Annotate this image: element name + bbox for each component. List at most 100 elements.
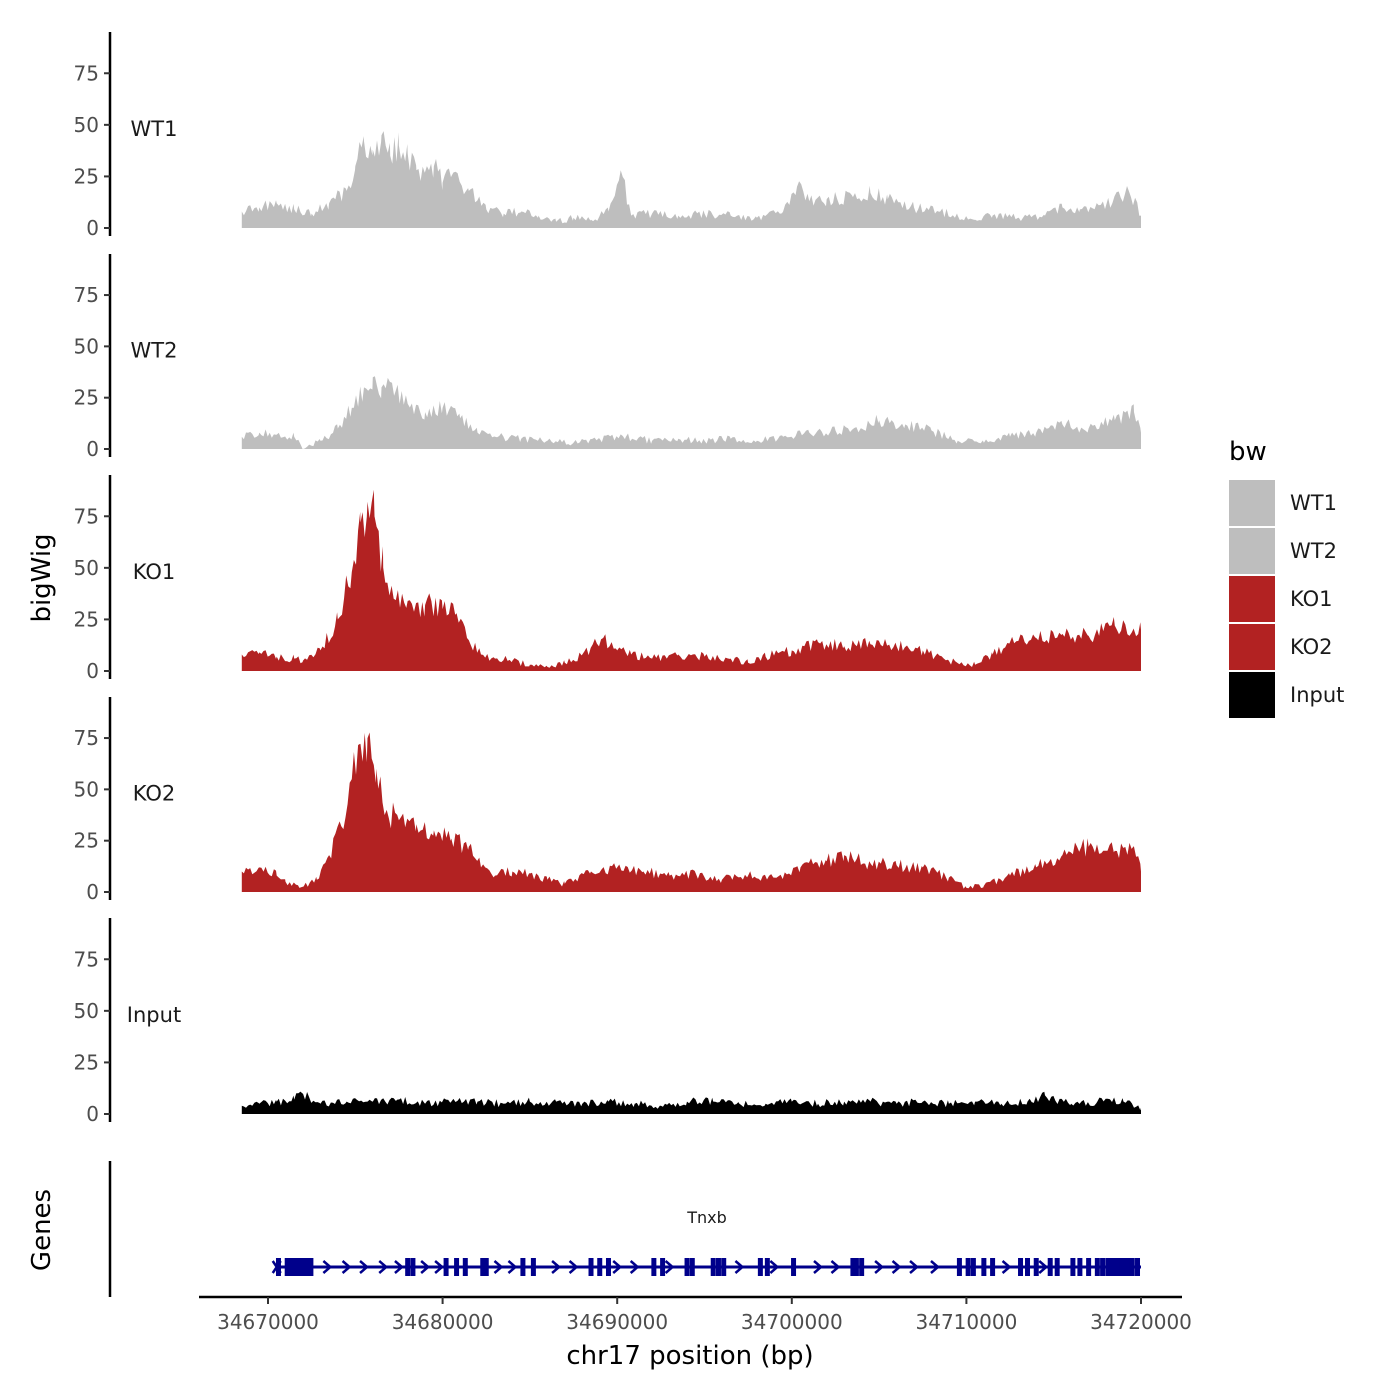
exon (1112, 1258, 1118, 1276)
exon (405, 1258, 411, 1276)
exon (1047, 1258, 1053, 1276)
exon (990, 1258, 996, 1276)
exon (605, 1258, 611, 1276)
exon (588, 1258, 594, 1276)
legend-label-input: Input (1290, 683, 1344, 707)
track-ko2: 0 25 50 75 KO2 (74, 697, 1142, 904)
exon (721, 1258, 727, 1276)
exon (1135, 1258, 1141, 1276)
strand-arrow (769, 1260, 780, 1274)
strand-arrow (322, 1260, 333, 1274)
track-wt2: 0 25 50 75 WT2 (74, 254, 1142, 461)
strand-arrow (1038, 1260, 1049, 1274)
y-tick-label: 0 (86, 437, 99, 461)
y-tick-label: 25 (74, 829, 99, 853)
exon (684, 1258, 690, 1276)
exon (859, 1258, 865, 1276)
x-tick-label: 34690000 (566, 1310, 668, 1334)
track-label: Input (127, 1003, 181, 1027)
strand-arrow (629, 1260, 640, 1274)
exon (462, 1258, 468, 1276)
y-tick-label: 0 (86, 216, 99, 240)
track-input: 0 25 50 75 Input (74, 918, 1142, 1126)
exon (443, 1258, 449, 1276)
legend-label-wt1: WT1 (1290, 491, 1337, 515)
exon (1025, 1258, 1031, 1276)
y-tick-label: 50 (74, 999, 99, 1023)
legend-swatch-ko1 (1229, 576, 1275, 622)
y-tick-label: 75 (74, 283, 99, 307)
x-tick-label: 34670000 (217, 1310, 319, 1334)
y-tick-label: 75 (74, 61, 99, 85)
strand-arrow (1001, 1260, 1012, 1274)
legend-swatch-input (1229, 672, 1275, 718)
gene-name: Tnxb (686, 1208, 727, 1227)
exon (757, 1258, 763, 1276)
track-panels: 0 25 50 75 WT1 0 25 50 75 WT2 0 25 50 75 KO1 0 25 50 75 KO2… (74, 32, 1142, 1126)
genes-panel: Tnxb (108, 1161, 1141, 1297)
strand-arrow (568, 1260, 579, 1274)
y-tick-label: 50 (74, 777, 99, 801)
legend-label-ko1: KO1 (1290, 587, 1333, 611)
track-label: WT1 (131, 117, 178, 141)
y-tick-label: 50 (74, 556, 99, 580)
exon (1070, 1258, 1076, 1276)
y-tick-label: 75 (74, 726, 99, 750)
y-tick-label: 25 (74, 607, 99, 631)
coverage-area-wt2 (241, 376, 1142, 449)
y-tick-label: 50 (74, 334, 99, 358)
exon (1105, 1258, 1111, 1276)
y-tick-label: 75 (74, 947, 99, 971)
track-label: KO2 (133, 781, 176, 805)
strand-arrow (830, 1260, 841, 1274)
legend-swatch-wt1 (1229, 480, 1275, 526)
coverage-area-input (241, 1091, 1142, 1114)
x-axis: 34670000 34680000 34690000 34700000 34710000… (199, 1295, 1192, 1334)
exon (1126, 1258, 1132, 1276)
strand-arrow (420, 1260, 431, 1274)
coverage-area-ko1 (241, 489, 1142, 671)
strand-arrow (909, 1260, 919, 1274)
exon (275, 1258, 281, 1276)
track-ko1: 0 25 50 75 KO1 (74, 475, 1142, 683)
y-tick-label: 50 (74, 113, 99, 137)
strand-arrow (891, 1260, 902, 1274)
exon (597, 1258, 603, 1276)
strand-arrow (930, 1260, 940, 1274)
legend-title: bw (1229, 437, 1267, 467)
exon (1122, 1258, 1128, 1276)
exon (764, 1258, 770, 1276)
exon (853, 1258, 859, 1276)
exon (1094, 1258, 1100, 1276)
exon (1119, 1258, 1125, 1276)
y-axis-title: bigWig (27, 533, 57, 622)
gene-start-mark (271, 1260, 282, 1274)
strand-arrow (507, 1260, 518, 1274)
x-tick-label: 34710000 (916, 1310, 1018, 1334)
y-tick-label: 75 (74, 504, 99, 528)
exon (791, 1258, 797, 1276)
strand-arrow (551, 1260, 562, 1274)
strand-arrow (813, 1260, 823, 1274)
exon (520, 1258, 526, 1276)
exon (1115, 1258, 1121, 1276)
coverage-area-wt1 (241, 131, 1142, 228)
legend-label-ko2: KO2 (1290, 635, 1333, 659)
exon (1129, 1258, 1135, 1276)
coverage-area-ko2 (241, 732, 1142, 892)
strand-arrow (874, 1260, 885, 1274)
exon (1108, 1258, 1114, 1276)
genes-axis-title: Genes (27, 1189, 57, 1271)
exon (651, 1258, 657, 1276)
legend-swatch-wt2 (1229, 528, 1275, 574)
y-tick-label: 25 (74, 386, 99, 410)
exon (660, 1258, 666, 1276)
strand-arrow (434, 1260, 445, 1274)
exon (410, 1258, 416, 1276)
exon (850, 1258, 856, 1276)
exon (1033, 1258, 1039, 1276)
strand-arrow (493, 1260, 504, 1274)
x-tick-label: 34700000 (741, 1310, 843, 1334)
exon-large (285, 1258, 314, 1276)
